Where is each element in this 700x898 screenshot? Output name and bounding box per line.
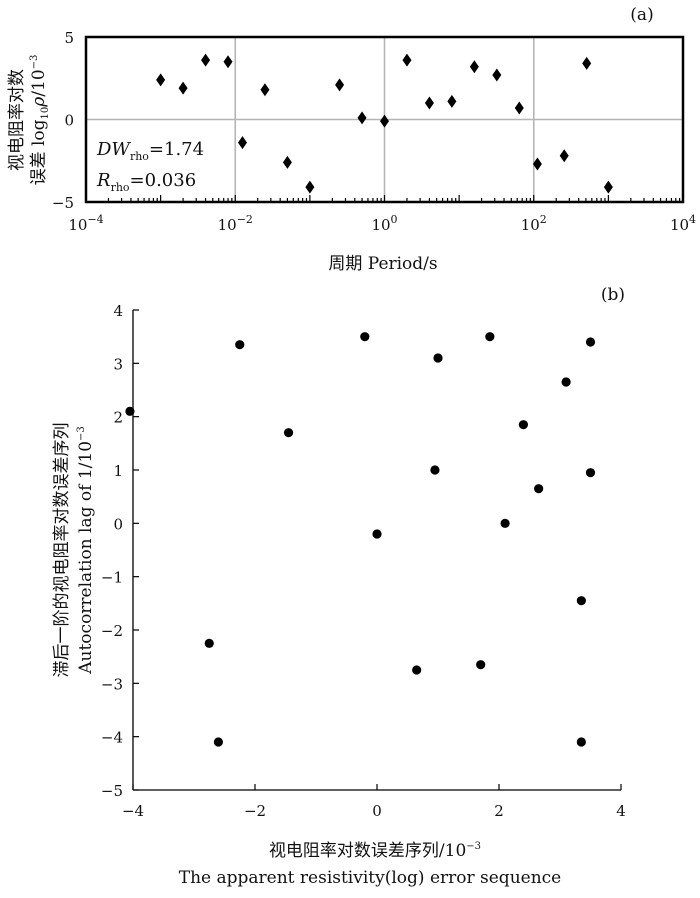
panel-a-data-point: [237, 136, 247, 150]
panel-a-data-point: [201, 53, 211, 67]
panel-a-data-point: [469, 60, 479, 74]
panel-b-x-tick-label: 4: [616, 802, 626, 820]
panel-b-y-tick-label: −5: [101, 782, 123, 800]
panel-a-data-point: [559, 149, 569, 163]
panel-b-x-tick-label: 2: [494, 802, 504, 820]
panel-a-x-tick-label: 100: [371, 213, 397, 234]
panel-a-data-point: [603, 180, 613, 194]
panel-b-data-point: [372, 529, 382, 539]
panel-b-y-label-line2: Autocorrelation lag of 1/10−3: [76, 426, 96, 675]
panel-b-x-tick-label: 0: [372, 802, 382, 820]
panel-a-data-point: [492, 68, 502, 82]
panel-b-label: (b): [601, 285, 625, 305]
panel-b-x-tick-label: −2: [244, 802, 266, 820]
panel-b-data-point: [204, 638, 214, 648]
panel-a-data-point: [357, 111, 367, 125]
panel-b-x-label-line2: The apparent resistivity(log) error sequ…: [179, 868, 561, 888]
panel-b-data-point: [412, 665, 422, 675]
panel-a-y-axis-label: 视电阻率对数 误差 log10ρ/10−3: [7, 55, 51, 186]
dw-stat: DWrho=1.74: [96, 139, 204, 163]
panel-a-data-point: [424, 96, 434, 110]
panel-b-chart: (b) 4 3 2 1 0 −1 −2 −3 −4 −5 −4 −2 0 2 4 视电阻率对数误差序列/1…: [52, 285, 626, 888]
panel-b-y-tick-label: 2: [113, 409, 123, 427]
panel-b-data-point: [585, 468, 596, 478]
panel-a-data-point: [380, 114, 389, 128]
panel-b-y-tick-label: 4: [113, 302, 123, 320]
panel-b-data-point: [576, 737, 586, 747]
r-stat: Rrho=0.036: [96, 170, 196, 194]
panel-a-y-ticks: 5 0 −5: [52, 29, 74, 212]
panel-b-y-label-line1: 滞后一阶的视电阻率对数误差序列: [52, 423, 72, 678]
panel-a-x-tick-label: 102: [521, 213, 547, 234]
panel-a-y-label-line2: 误差 log10ρ/10−3: [29, 55, 51, 186]
panel-b-points: [125, 332, 596, 747]
panel-a-y-label-line1: 视电阻率对数: [7, 69, 27, 171]
panel-b-y-ticks: 4 3 2 1 0 −1 −2 −3 −4 −5: [101, 302, 139, 800]
panel-b-data-point: [125, 406, 135, 416]
panel-a-x-tick-label: 10−2: [218, 213, 253, 234]
panel-a-data-point: [582, 56, 592, 70]
panel-a-points: [156, 53, 613, 194]
panel-b-data-point: [576, 596, 586, 606]
panel-b-data-point: [283, 428, 294, 438]
panel-b-data-point: [360, 332, 370, 342]
panel-a-data-point: [223, 55, 233, 69]
panel-b-data-point: [433, 353, 443, 363]
panel-b-data-point: [235, 340, 245, 350]
panel-b-y-tick-label: 0: [113, 515, 123, 533]
panel-b-y-tick-label: −2: [101, 622, 123, 640]
panel-a-y-tick-label: 0: [64, 112, 74, 130]
panel-a-x-axis-label: 周期 Period/s: [328, 254, 437, 274]
panel-b-y-tick-label: 3: [113, 355, 123, 373]
panel-a-data-point: [260, 83, 270, 97]
panel-b-y-tick-label: −1: [101, 569, 123, 587]
panel-a-data-point: [402, 53, 412, 67]
panel-b-x-tick-label: −4: [122, 802, 144, 820]
panel-b-data-point: [500, 518, 510, 528]
panel-a-stats: DWrho=1.74 Rrho=0.036: [96, 139, 204, 194]
panel-b-x-label-line1: 视电阻率对数误差序列/10−3: [269, 841, 481, 861]
panel-a-y-tick-label: 5: [64, 29, 74, 47]
panel-a-data-point: [305, 180, 315, 194]
panel-b-y-tick-label: −4: [101, 729, 123, 747]
panel-a-chart: (a) 5 0 −5 10−4 10−2 100 102 104 DWrho=1.74 Rr…: [7, 5, 696, 274]
panel-b-data-point: [518, 420, 529, 430]
panel-b-x-ticks: −4 −2 0 2 4: [122, 784, 626, 820]
panel-a-data-point: [156, 73, 166, 87]
panel-b-data-point: [430, 465, 440, 475]
panel-a-data-point: [282, 155, 292, 169]
panel-a-data-point: [447, 94, 457, 108]
panel-b-data-point: [213, 737, 223, 747]
panel-b-data-point: [476, 660, 486, 670]
panel-b-data-point: [585, 337, 596, 347]
panel-a-data-point: [178, 81, 188, 95]
panel-b-y-tick-label: 1: [113, 462, 123, 480]
panel-a-data-point: [335, 78, 345, 92]
panel-a-data-point: [532, 157, 542, 171]
panel-a-x-ticks: 10−4 10−2 100 102 104: [68, 195, 696, 234]
panel-a-x-tick-label: 104: [670, 213, 696, 234]
panel-b-data-point: [534, 484, 544, 494]
panel-b-data-point: [485, 332, 495, 342]
panel-a-frame: [84, 35, 685, 204]
panel-a-label: (a): [630, 5, 653, 25]
panel-a-y-tick-label: −5: [52, 194, 74, 212]
panel-a-data-point: [514, 101, 524, 115]
panel-b-data-point: [561, 377, 571, 387]
panel-a-x-tick-label: 10−4: [68, 213, 103, 234]
panel-b-y-tick-label: −3: [101, 675, 123, 693]
